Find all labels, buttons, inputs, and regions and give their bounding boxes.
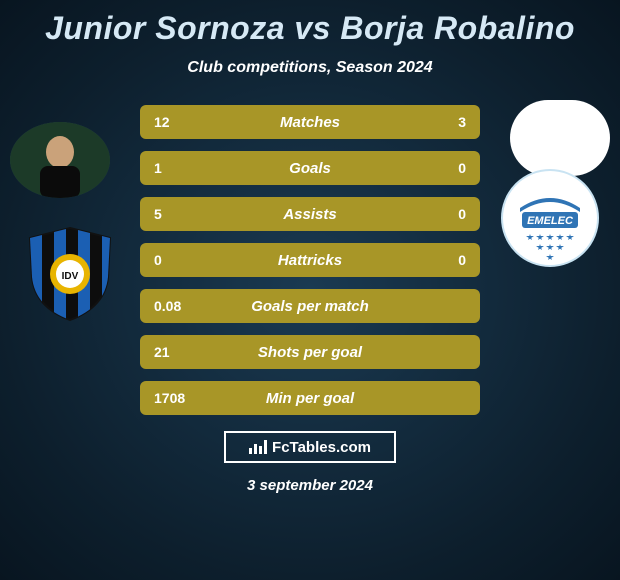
- right-club-text: EMELEC: [527, 215, 574, 227]
- page-title: Junior Sornoza vs Borja Robalino: [0, 0, 620, 47]
- stat-row: 0.08 Goals per match: [140, 289, 480, 323]
- stat-left-value: 1708: [154, 390, 194, 406]
- stat-label: Matches: [194, 114, 426, 131]
- stat-right-value: 0: [426, 160, 466, 176]
- stat-label: Shots per goal: [194, 344, 426, 361]
- footer-brand-box: FcTables.com: [224, 431, 396, 463]
- svg-text:IDV: IDV: [62, 271, 79, 282]
- stat-row: 0 Hattricks 0: [140, 243, 480, 277]
- stat-label: Hattricks: [194, 252, 426, 269]
- stat-left-value: 5: [154, 206, 194, 222]
- stat-row: 1708 Min per goal: [140, 381, 480, 415]
- stat-label: Goals: [194, 160, 426, 177]
- player-photo-left: [10, 122, 110, 198]
- stat-left-value: 1: [154, 160, 194, 176]
- club-badge-right: EMELEC: [500, 168, 600, 268]
- footer-brand-text: FcTables.com: [272, 439, 371, 456]
- stat-left-value: 0: [154, 252, 194, 268]
- stat-right-value: 0: [426, 252, 466, 268]
- stat-left-value: 12: [154, 114, 194, 130]
- stat-left-value: 0.08: [154, 298, 194, 314]
- club-badge-left: IDV: [20, 222, 120, 322]
- stat-right-value: 0: [426, 206, 466, 222]
- player-photo-right: [510, 100, 610, 176]
- stat-row: 5 Assists 0: [140, 197, 480, 231]
- stat-label: Goals per match: [194, 298, 426, 315]
- stat-row: 12 Matches 3: [140, 105, 480, 139]
- subtitle: Club competitions, Season 2024: [0, 59, 620, 77]
- stat-row: 21 Shots per goal: [140, 335, 480, 369]
- footer-date: 3 september 2024: [0, 477, 620, 494]
- stat-label: Assists: [194, 206, 426, 223]
- stat-left-value: 21: [154, 344, 194, 360]
- stat-row: 1 Goals 0: [140, 151, 480, 185]
- stat-label: Min per goal: [194, 390, 426, 407]
- stat-right-value: 3: [426, 114, 466, 130]
- chart-icon: [249, 440, 267, 454]
